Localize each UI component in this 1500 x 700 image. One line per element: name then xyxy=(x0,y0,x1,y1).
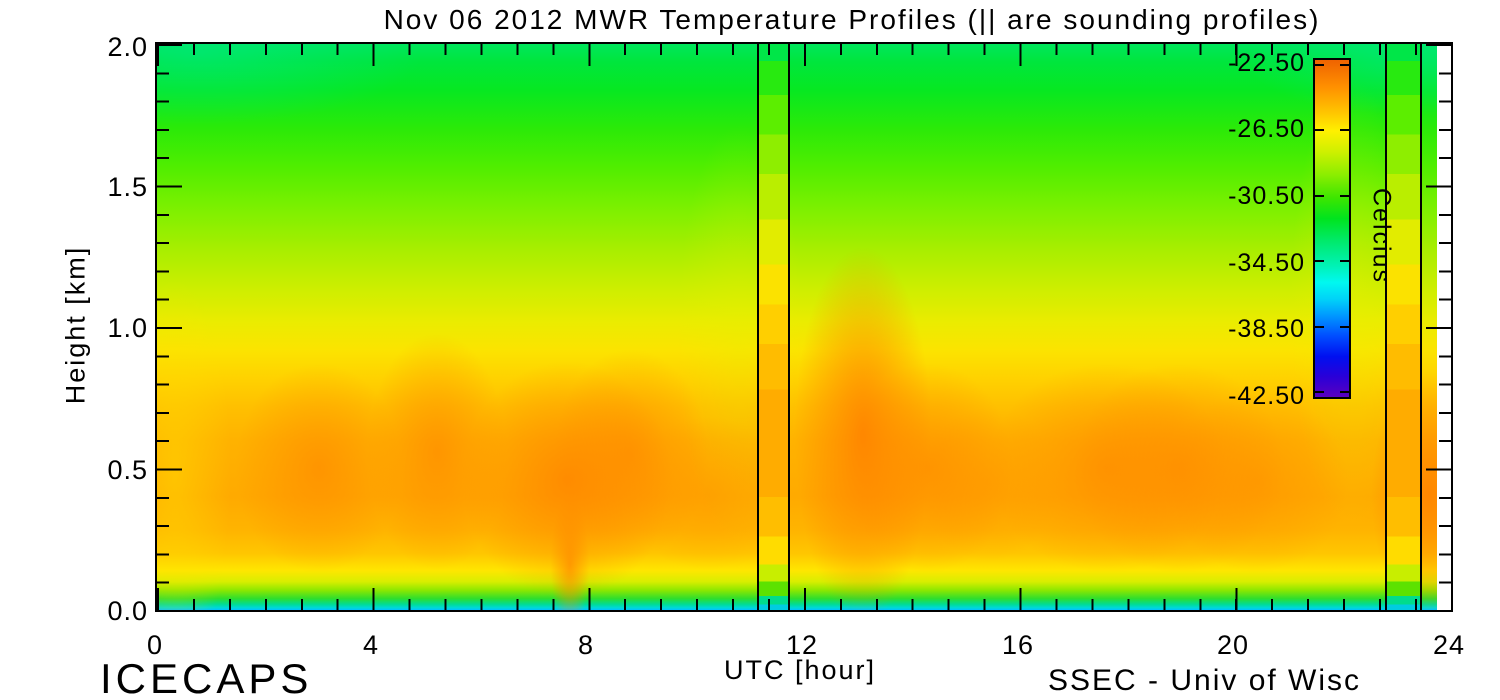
x-tick-label: 4 xyxy=(362,630,380,660)
colorbar-tick-label: -34.50 xyxy=(1228,249,1305,277)
x-tick-label: 8 xyxy=(577,630,595,660)
x-axis-major-ticks-top xyxy=(157,44,1451,66)
y-tick-label: 1.5 xyxy=(107,172,148,202)
colorbar-tick-label: -26.50 xyxy=(1228,115,1305,143)
y-axis-major-ticks-right xyxy=(1426,44,1451,610)
x-tick-label: 0 xyxy=(146,630,164,660)
y-tick-label: 0.5 xyxy=(107,455,148,485)
y-axis-title: Height [km] xyxy=(60,245,91,405)
y-tick-label: 1.0 xyxy=(107,313,148,343)
y-tick-label: 2.0 xyxy=(107,32,148,62)
colorbar-title: Celcius xyxy=(1367,188,1396,284)
sounding-interpolated-band-2 xyxy=(1385,44,1420,610)
colorbar xyxy=(1313,58,1351,399)
contour-warm-anomalies xyxy=(157,44,1451,610)
colorbar-tick-label: -22.50 xyxy=(1228,49,1305,77)
colorbar-tick xyxy=(1315,391,1349,393)
colorbar-tick xyxy=(1315,129,1349,131)
colorbar-tick xyxy=(1315,326,1349,328)
x-axis-title: UTC [hour] xyxy=(723,655,877,685)
colorbar-tick xyxy=(1315,195,1349,197)
sounding-profile-line-1 xyxy=(757,44,759,610)
sounding-profile-line-3 xyxy=(1385,44,1387,610)
x-tick-label: 12 xyxy=(785,630,819,660)
colorbar-tick xyxy=(1315,64,1349,66)
x-tick-label: 16 xyxy=(1001,630,1035,660)
y-tick-label: 0.0 xyxy=(107,596,148,626)
x-tick-label: 24 xyxy=(1432,630,1466,660)
ssec-watermark: SSEC - Univ of Wisc xyxy=(1048,664,1362,697)
colorbar-tick-label: -30.50 xyxy=(1228,182,1305,210)
sounding-profile-line-2 xyxy=(788,44,790,610)
colorbar-tick-label: -42.50 xyxy=(1228,382,1305,410)
x-tick-label: 20 xyxy=(1216,630,1250,660)
colorbar-tick xyxy=(1315,260,1349,262)
sounding-interpolated-band-1 xyxy=(757,44,788,610)
chart-title: Nov 06 2012 MWR Temperature Profiles (||… xyxy=(383,4,1321,35)
icecaps-watermark: ICECAPS xyxy=(100,655,313,700)
sounding-profile-line-4 xyxy=(1420,44,1422,610)
colorbar-tick-label: -38.50 xyxy=(1228,315,1305,343)
y-axis-major-ticks-left xyxy=(157,44,182,610)
plot-area xyxy=(155,42,1453,612)
x-axis-major-ticks-bottom xyxy=(157,588,1451,610)
